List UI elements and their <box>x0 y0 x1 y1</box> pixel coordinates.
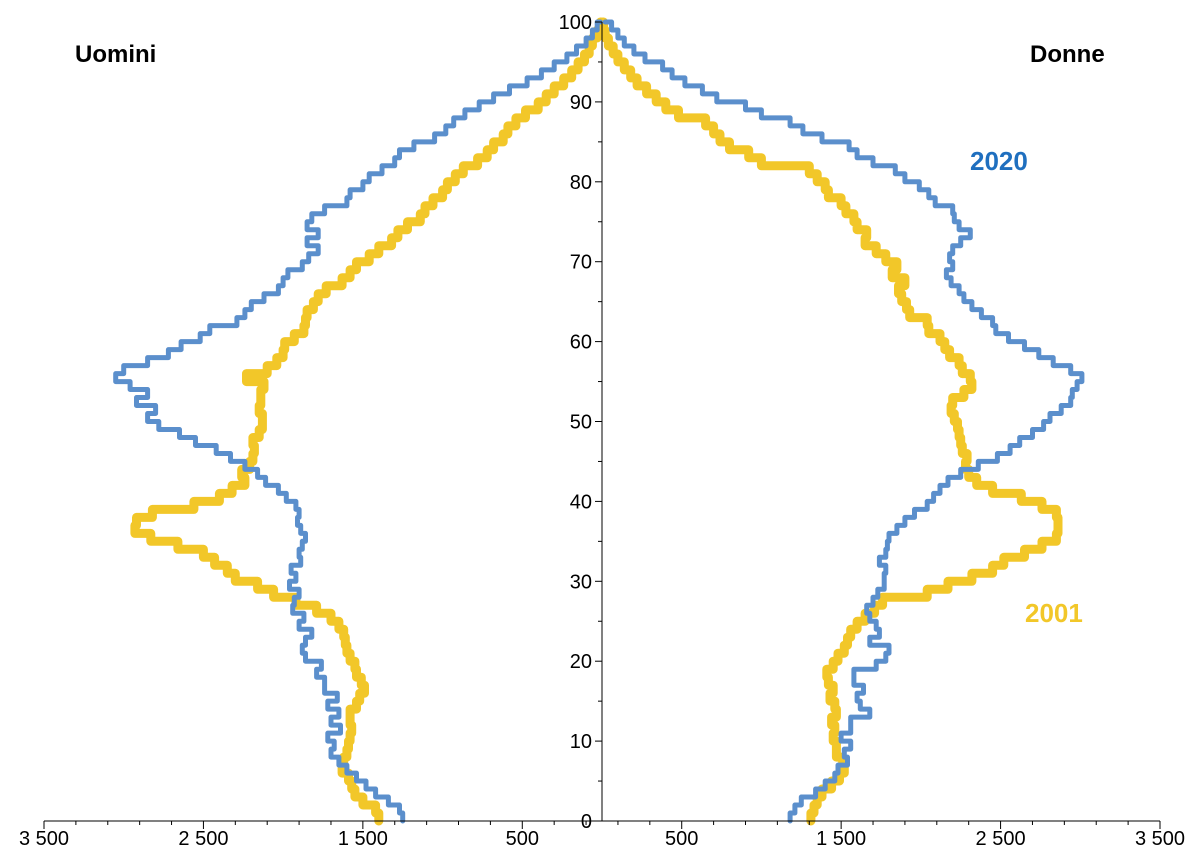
y-tick-label: 80 <box>570 172 592 194</box>
y-tick-label: 20 <box>570 651 592 673</box>
series-line-2020-men <box>113 19 603 824</box>
x-tick-label: 3 500 <box>19 828 69 850</box>
y-tick-label: 50 <box>570 412 592 434</box>
y-tick-label: 40 <box>570 491 592 513</box>
series-line-2020-women <box>602 19 1085 824</box>
y-tick-label: 30 <box>570 571 592 593</box>
series-label-2020: 2020 <box>970 146 1028 176</box>
series-label-2001: 2001 <box>1025 598 1083 628</box>
series-line-2001-women <box>598 17 1063 826</box>
x-tick-label: 1 500 <box>816 828 866 850</box>
x-tick-label: 2 500 <box>178 828 228 850</box>
series-layer <box>113 17 1085 826</box>
y-tick-label: 0 <box>581 811 592 833</box>
x-tick-label: 500 <box>506 828 539 850</box>
x-tick-label: 500 <box>665 828 698 850</box>
x-tick-label: 1 500 <box>338 828 388 850</box>
series-line-2001-men <box>130 17 606 826</box>
y-tick-label: 70 <box>570 252 592 274</box>
y-tick-label: 90 <box>570 92 592 114</box>
y-tick-label: 10 <box>570 731 592 753</box>
y-tick-label: 100 <box>559 12 592 34</box>
left-side-label: Uomini <box>75 41 156 68</box>
x-tick-label: 3 500 <box>1135 828 1185 850</box>
axes-layer: 3 500 2 500 1 500 500 500 1 500 2 500 3 500 0 10 2… <box>19 12 1185 850</box>
right-side-label: Donne <box>1030 41 1105 68</box>
x-tick-label: 2 500 <box>976 828 1026 850</box>
y-tick-label: 60 <box>570 332 592 354</box>
